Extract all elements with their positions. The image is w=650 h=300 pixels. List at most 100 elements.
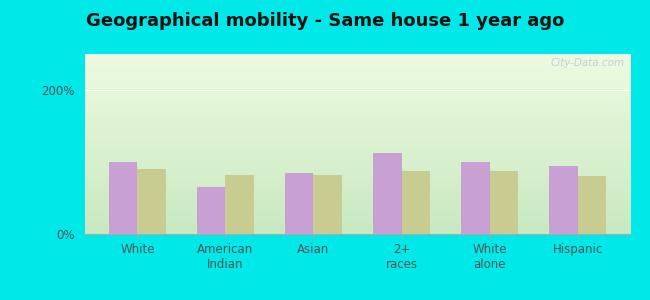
Bar — [84, 218, 630, 220]
Bar — [84, 189, 630, 191]
Bar — [84, 117, 630, 119]
Bar — [84, 220, 630, 221]
Bar — [84, 103, 630, 104]
Bar — [84, 137, 630, 139]
Bar — [84, 94, 630, 95]
Bar — [109, 162, 138, 234]
Bar — [84, 119, 630, 121]
Bar — [198, 187, 226, 234]
Bar — [84, 203, 630, 205]
Bar — [84, 209, 630, 211]
Bar — [84, 139, 630, 140]
Bar — [84, 79, 630, 81]
Bar — [84, 207, 630, 209]
Bar — [84, 142, 630, 144]
Bar — [84, 176, 630, 178]
Bar — [84, 122, 630, 124]
Bar — [84, 67, 630, 68]
Bar — [84, 144, 630, 146]
Bar — [84, 182, 630, 184]
Bar — [84, 115, 630, 117]
Bar — [285, 173, 313, 234]
Bar — [84, 104, 630, 106]
Bar — [402, 171, 430, 234]
Bar — [84, 167, 630, 169]
Bar — [84, 85, 630, 86]
Bar — [84, 232, 630, 234]
Bar — [313, 175, 342, 234]
Bar — [84, 184, 630, 185]
Bar — [489, 171, 517, 234]
Bar — [84, 126, 630, 128]
Bar — [84, 155, 630, 157]
Bar — [84, 128, 630, 130]
Bar — [84, 196, 630, 198]
Bar — [84, 194, 630, 196]
Bar — [84, 77, 630, 79]
Bar — [462, 162, 489, 234]
Bar — [84, 202, 630, 203]
Bar — [84, 157, 630, 158]
Bar — [84, 178, 630, 180]
Bar — [84, 173, 630, 175]
Bar — [84, 59, 630, 61]
Bar — [84, 108, 630, 110]
Bar — [84, 151, 630, 153]
Bar — [373, 153, 402, 234]
Bar — [84, 99, 630, 101]
Bar — [84, 185, 630, 187]
Text: Geographical mobility - Same house 1 year ago: Geographical mobility - Same house 1 yea… — [86, 12, 564, 30]
Bar — [84, 158, 630, 160]
Bar — [84, 225, 630, 227]
Bar — [84, 106, 630, 108]
Bar — [84, 56, 630, 58]
Bar — [84, 162, 630, 164]
Bar — [84, 130, 630, 131]
Bar — [84, 187, 630, 189]
Bar — [84, 74, 630, 76]
Bar — [84, 58, 630, 59]
Bar — [84, 212, 630, 214]
Bar — [84, 169, 630, 171]
Bar — [84, 135, 630, 137]
Bar — [84, 83, 630, 85]
Bar — [84, 205, 630, 207]
Bar — [84, 214, 630, 216]
Bar — [84, 92, 630, 94]
Bar — [84, 133, 630, 135]
Bar — [84, 191, 630, 193]
Bar — [84, 131, 630, 133]
Bar — [84, 211, 630, 212]
Bar — [84, 61, 630, 63]
Bar — [84, 160, 630, 162]
Bar — [84, 175, 630, 176]
Bar — [84, 180, 630, 182]
Bar — [84, 81, 630, 83]
Bar — [84, 200, 630, 202]
Bar — [84, 101, 630, 103]
Bar — [84, 72, 630, 74]
Bar — [84, 140, 630, 142]
Bar — [84, 223, 630, 225]
Bar — [138, 169, 166, 234]
Bar — [84, 227, 630, 229]
Bar — [84, 110, 630, 112]
Bar — [84, 216, 630, 218]
Bar — [84, 171, 630, 173]
Bar — [84, 97, 630, 99]
Bar — [84, 164, 630, 166]
Bar — [84, 76, 630, 77]
Bar — [84, 148, 630, 149]
Bar — [84, 88, 630, 90]
Bar — [84, 65, 630, 67]
Bar — [84, 54, 630, 56]
Bar — [84, 124, 630, 126]
Bar — [84, 68, 630, 70]
Bar — [84, 86, 630, 88]
Bar — [84, 146, 630, 148]
Bar — [84, 193, 630, 194]
Bar — [577, 176, 606, 234]
Bar — [84, 70, 630, 72]
Bar — [84, 95, 630, 97]
Bar — [226, 175, 254, 234]
